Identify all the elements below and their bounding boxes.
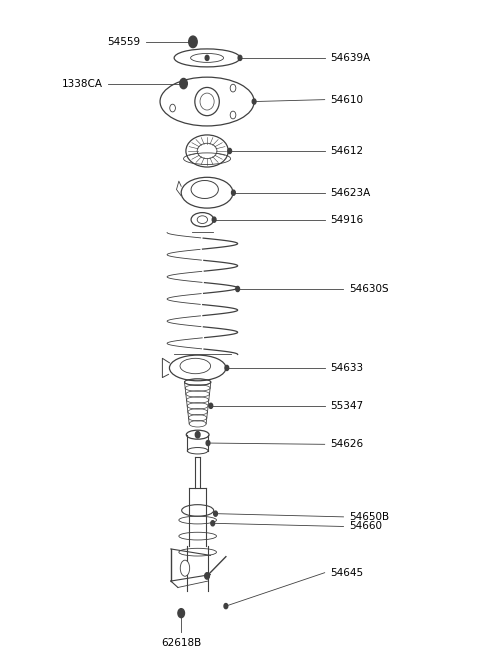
Text: 1338CA: 1338CA: [61, 79, 103, 88]
Text: 62618B: 62618B: [161, 637, 201, 648]
Circle shape: [195, 432, 200, 438]
Circle shape: [178, 608, 184, 618]
Circle shape: [225, 365, 228, 371]
Circle shape: [230, 84, 236, 92]
Text: 54645: 54645: [330, 568, 363, 578]
Text: 54633: 54633: [330, 363, 363, 373]
Circle shape: [236, 286, 240, 291]
Circle shape: [181, 81, 185, 86]
Circle shape: [189, 36, 197, 48]
Text: 54630S: 54630S: [349, 284, 389, 294]
Text: 54660: 54660: [349, 521, 382, 531]
Ellipse shape: [180, 560, 190, 576]
Circle shape: [180, 79, 187, 88]
Text: 54559: 54559: [107, 37, 140, 47]
Circle shape: [205, 55, 209, 60]
Circle shape: [252, 99, 256, 104]
Text: 55347: 55347: [330, 401, 363, 411]
Circle shape: [209, 403, 213, 408]
Circle shape: [211, 521, 215, 526]
Circle shape: [180, 610, 183, 616]
Circle shape: [212, 217, 216, 222]
Circle shape: [228, 149, 231, 153]
Circle shape: [214, 511, 217, 516]
Circle shape: [204, 572, 209, 579]
Circle shape: [206, 440, 210, 445]
Circle shape: [231, 190, 235, 195]
Text: 54916: 54916: [330, 215, 363, 225]
Text: 54650B: 54650B: [349, 512, 389, 522]
Circle shape: [230, 111, 236, 119]
Text: 54612: 54612: [330, 146, 363, 156]
Circle shape: [238, 55, 242, 60]
Circle shape: [191, 39, 195, 45]
Text: 54610: 54610: [330, 94, 363, 105]
Text: 54626: 54626: [330, 440, 363, 449]
Circle shape: [224, 603, 228, 608]
Circle shape: [170, 104, 175, 112]
Text: 54623A: 54623A: [330, 188, 371, 198]
Text: 54639A: 54639A: [330, 53, 371, 63]
